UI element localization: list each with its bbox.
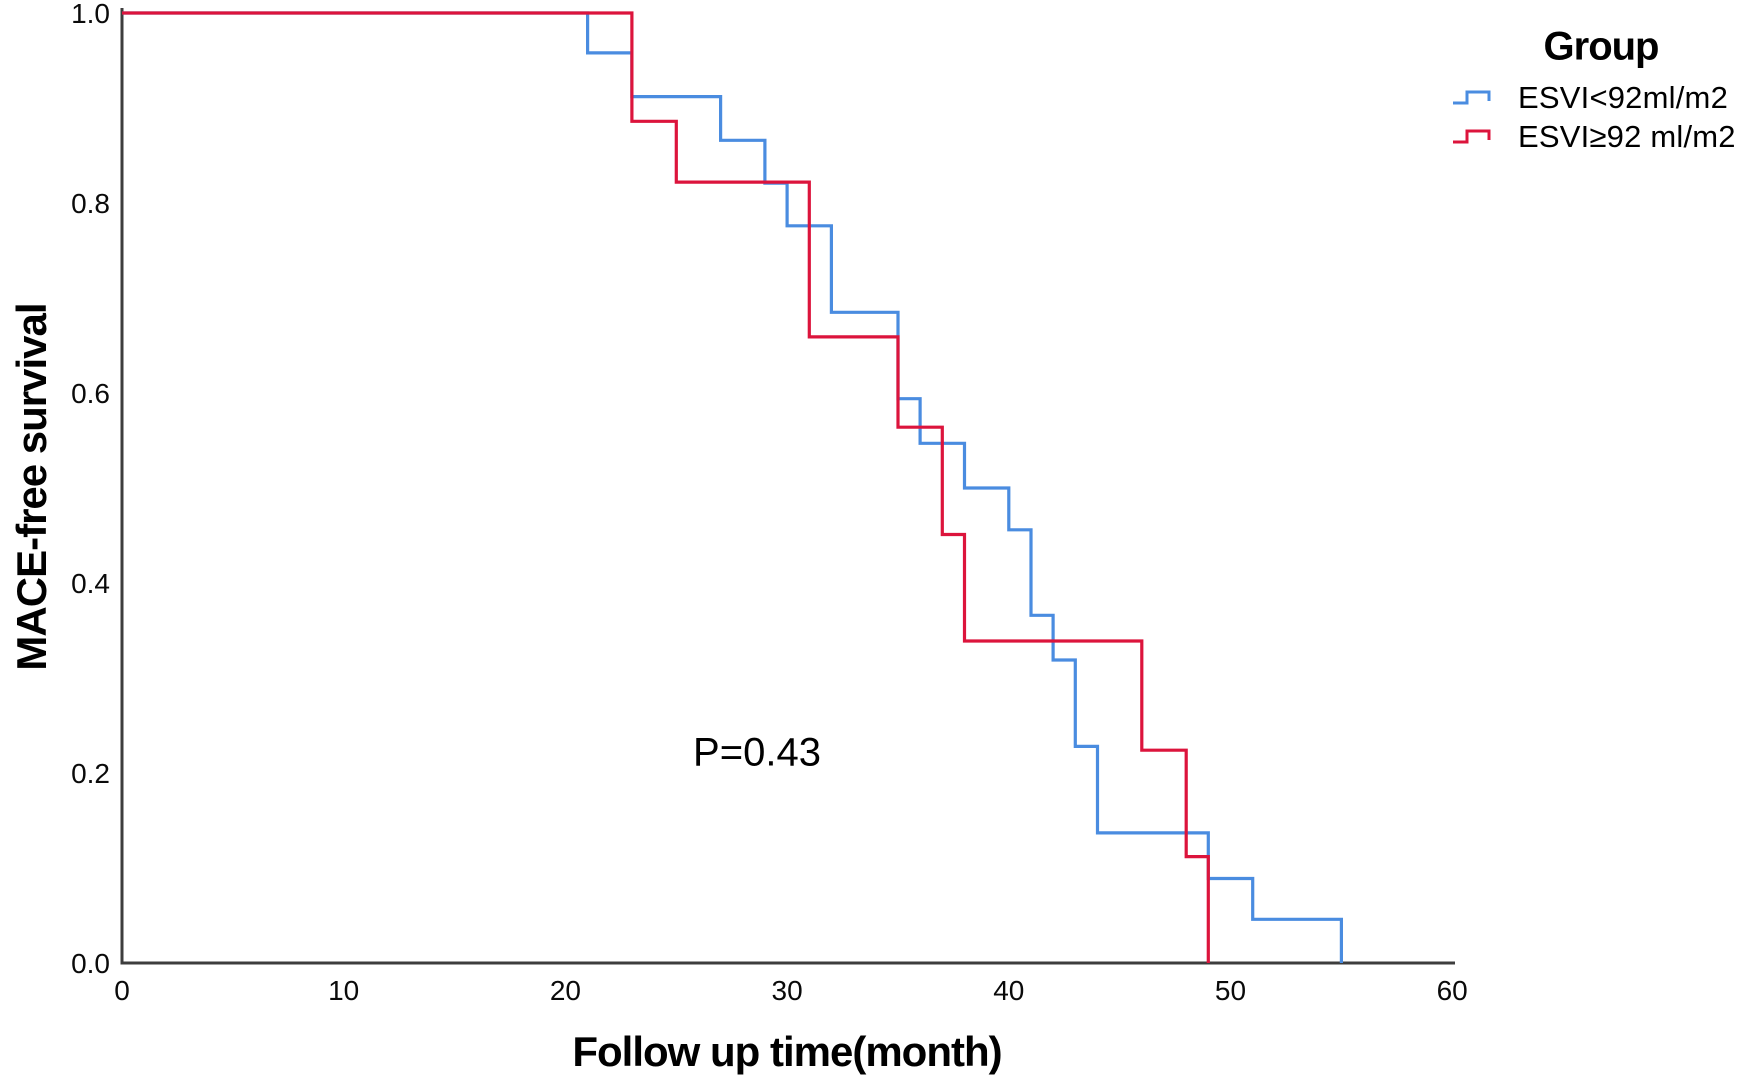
- legend-entry-label: ESVI≥92 ml/m2: [1518, 119, 1736, 154]
- y-tick-label: 0.6: [71, 378, 110, 409]
- survival-curve-red: [122, 11, 1210, 963]
- legend-entry-esvi-ge-92: ESVI≥92 ml/m2: [1452, 119, 1736, 155]
- x-tick-label: 10: [328, 975, 359, 1006]
- x-tick-label: 30: [772, 975, 803, 1006]
- x-tick-label: 60: [1437, 975, 1468, 1006]
- legend-step-glyph: [1453, 129, 1491, 144]
- y-tick-label: 1.0: [71, 0, 110, 29]
- p-value-annotation: P=0.43: [693, 730, 821, 775]
- y-tick-label: 0.0: [71, 948, 110, 979]
- x-axis-title: Follow up time(month): [572, 1028, 1002, 1075]
- legend-step-glyph: [1453, 90, 1491, 105]
- survival-curve-blue: [122, 11, 1343, 963]
- x-tick-label: 40: [993, 975, 1024, 1006]
- y-axis-title: MACE-free survival: [8, 303, 55, 671]
- y-tick-label: 0.4: [71, 568, 110, 599]
- legend-line-sample-blue: [1453, 90, 1491, 105]
- y-tick-label: 0.8: [71, 188, 110, 219]
- y-tick-label: 0.2: [71, 758, 110, 789]
- x-tick-label: 50: [1215, 975, 1246, 1006]
- legend-title: Group: [1543, 24, 1660, 69]
- legend-line-sample-red: [1453, 129, 1491, 144]
- legend-entry-label: ESVI<92ml/m2: [1518, 80, 1729, 115]
- x-tick-label: 20: [550, 975, 581, 1006]
- x-tick-label: 0: [114, 975, 130, 1006]
- legend-entry-esvi-lt-92: ESVI<92ml/m2: [1452, 80, 1728, 116]
